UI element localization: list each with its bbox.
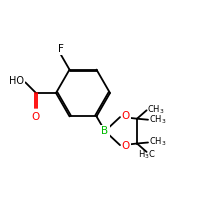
Text: O: O (122, 141, 130, 151)
Text: CH$_3$: CH$_3$ (149, 135, 166, 148)
Text: CH$_3$: CH$_3$ (149, 113, 166, 126)
Text: F: F (58, 44, 64, 54)
Text: O: O (32, 112, 40, 122)
Text: O: O (122, 111, 130, 121)
Text: CH$_3$: CH$_3$ (147, 103, 165, 116)
Text: B: B (101, 126, 109, 136)
Text: HO: HO (9, 76, 24, 86)
Text: H$_3$C: H$_3$C (138, 149, 156, 161)
